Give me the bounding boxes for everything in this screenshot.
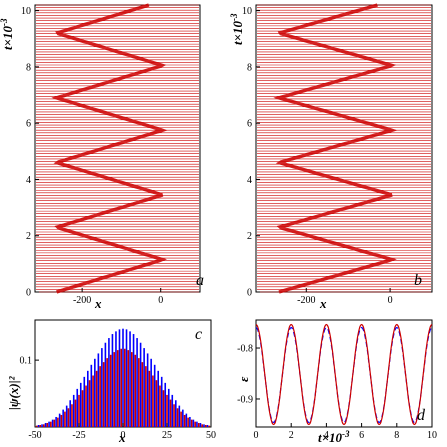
y-tick-label: 6 <box>26 119 31 130</box>
x-tick-label: 0 <box>388 295 393 306</box>
y-tick-label: -0.8 <box>237 344 253 355</box>
panel-a-ticks: -200 0 0 2 4 6 8 10 <box>21 6 163 306</box>
panel-d-chart: 0 2 4 6 8 10 -0.8 -0.9 t×10-3 ε d <box>236 319 437 445</box>
y-tick-label: 2 <box>247 231 252 242</box>
y-tick-label: 8 <box>26 62 31 73</box>
x-tick-label: 10 <box>427 430 437 441</box>
x-tick-label: 50 <box>206 430 216 441</box>
panel-a-trajectory-lines <box>36 3 199 294</box>
panel-d-ticks: 0 2 4 6 8 10 -0.8 -0.9 <box>237 344 437 441</box>
panel-b-chart: -200 0 0 2 4 6 8 10 x t×10-3 b <box>229 3 433 311</box>
trajectory-path <box>51 3 168 294</box>
panel-a-label: a <box>196 272 204 289</box>
y-tick-label: 4 <box>247 175 252 186</box>
y-tick-label: 0 <box>247 288 252 299</box>
y-tick-label: 0 <box>26 288 31 299</box>
panel-c-chart: -50 -25 0 25 50 0.1 x |ψ(x)|² c <box>6 319 217 445</box>
y-tick-label: 4 <box>26 175 31 186</box>
panel-a-chart: -200 0 0 2 4 6 8 10 x t×10-3 a <box>0 3 204 311</box>
x-tick-label: -200 <box>73 295 91 306</box>
panel-d-ylabel: ε <box>236 376 251 382</box>
panel-b-ticks: -200 0 0 2 4 6 8 10 <box>242 6 393 306</box>
panel-b-xlabel: x <box>319 296 327 311</box>
x-tick-label: 0 <box>254 430 259 441</box>
series-line <box>255 323 433 426</box>
x-tick-label: 0 <box>121 430 126 441</box>
x-tick-label: -50 <box>28 430 41 441</box>
x-tick-label: -25 <box>72 430 85 441</box>
x-tick-label: -200 <box>297 295 315 306</box>
y-tick-label: 10 <box>242 6 252 17</box>
panel-c-label: c <box>195 326 202 343</box>
y-tick-label: 8 <box>247 62 252 73</box>
x-tick-label: 8 <box>394 430 399 441</box>
panel-b-label: b <box>414 272 422 289</box>
y-tick-label: 2 <box>26 231 31 242</box>
x-tick-label: 0 <box>158 295 163 306</box>
panel-a-xlabel: x <box>94 296 102 311</box>
x-tick-label: 2 <box>289 430 294 441</box>
panel-c-bars <box>35 328 211 427</box>
panel-c-ticks: -50 -25 0 25 50 0.1 <box>20 356 217 441</box>
x-tick-label: 25 <box>162 430 172 441</box>
panel-c-ylabel: |ψ(x)|² <box>6 375 21 410</box>
y-tick-label: 6 <box>247 119 252 130</box>
panel-b-trajectory-lines <box>257 3 431 294</box>
x-tick-label: 6 <box>359 430 364 441</box>
panel-d-frame <box>255 319 433 428</box>
y-tick-label: 10 <box>21 6 31 17</box>
x-tick-label: 4 <box>324 430 329 441</box>
trajectory-path <box>273 3 398 294</box>
y-tick-label: -0.9 <box>237 394 253 405</box>
panel-d-lines <box>255 323 433 426</box>
panel-d-label: d <box>417 407 426 424</box>
panel-d-xlabel: t×10-3 <box>318 429 350 445</box>
y-tick-label: 0.1 <box>20 356 33 367</box>
panel-a-ylabel: t×10-3 <box>0 18 15 50</box>
panel-c-xlabel: x <box>118 430 126 445</box>
panel-b-ylabel: t×10-3 <box>229 13 245 45</box>
